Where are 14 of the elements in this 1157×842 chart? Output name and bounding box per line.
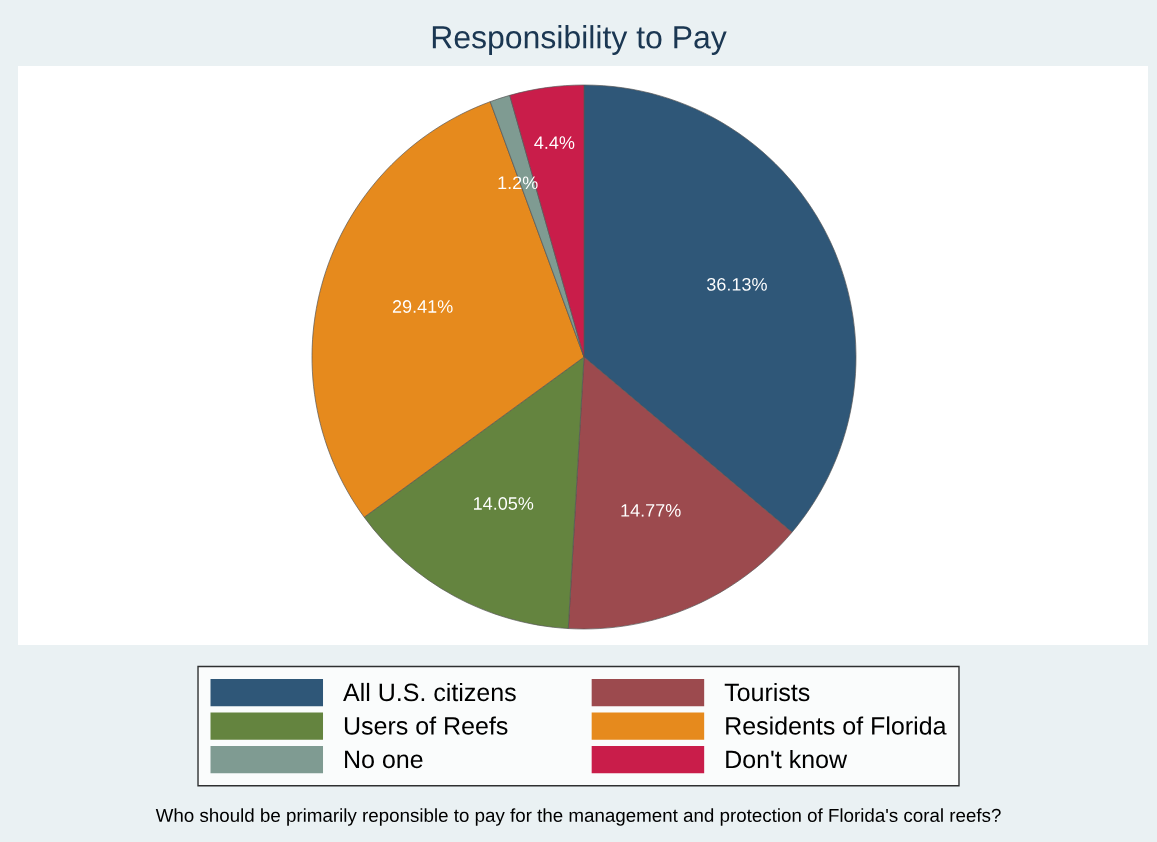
legend-label: No one	[345, 750, 423, 769]
data-label: 14.77%	[621, 504, 681, 517]
legend-label: All U.S. citizens	[343, 682, 516, 702]
text: Who should be primarily reponsible to pay for the management and protection of Florida's coral reefs?	[155, 808, 1001, 826]
data-label: 1.2%	[498, 176, 538, 190]
legend-label: Don't know	[726, 749, 848, 769]
legend-label: Residents of Florida	[726, 716, 947, 735]
legend-label: Users of Reefs	[344, 716, 508, 735]
chart-title: Responsibility to Pay	[432, 25, 727, 55]
data-label: 29.41%	[392, 300, 453, 313]
legend-label: Tourists	[724, 682, 810, 702]
data-label: 14.05%	[474, 497, 534, 510]
data-label: 36.13%	[706, 277, 767, 291]
data-label: 4.4%	[534, 136, 575, 149]
